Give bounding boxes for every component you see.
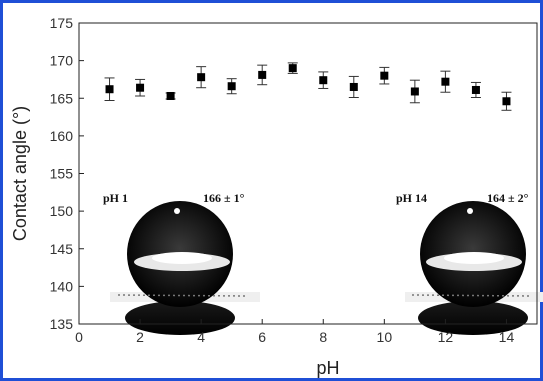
x-tick-label: 8 — [319, 329, 327, 345]
y-tick-label: 150 — [50, 203, 74, 219]
x-tick-label: 14 — [499, 329, 515, 345]
y-tick-label: 155 — [50, 166, 74, 182]
square-marker — [136, 83, 145, 92]
square-marker — [441, 77, 450, 86]
y-axis-label: Contact angle (°) — [10, 106, 30, 241]
x-tick-label: 0 — [75, 329, 83, 345]
data-points — [104, 62, 512, 111]
square-marker — [166, 91, 175, 100]
square-marker — [471, 85, 480, 94]
x-axis-label: pH — [316, 358, 339, 378]
data-point — [470, 81, 481, 98]
x-tick-label: 2 — [136, 329, 144, 345]
y-tick-label: 145 — [50, 241, 74, 257]
data-point — [348, 75, 359, 98]
annotation-left-ph: pH 1 — [103, 191, 128, 205]
x-tick-label: 12 — [438, 329, 454, 345]
y-tick-label: 135 — [50, 316, 74, 332]
y-tick-label: 175 — [50, 15, 74, 31]
data-point — [318, 71, 329, 89]
data-point — [287, 62, 298, 74]
square-marker — [227, 82, 236, 91]
data-point — [104, 77, 115, 102]
square-marker — [349, 82, 358, 91]
data-point — [501, 91, 512, 111]
square-marker — [380, 71, 389, 80]
data-point — [135, 78, 146, 97]
square-marker — [410, 87, 419, 96]
square-marker — [502, 97, 511, 106]
y-tick-label: 165 — [50, 90, 74, 106]
droplet-image-ph14 — [405, 201, 543, 335]
x-tick-label: 6 — [258, 329, 266, 345]
data-point — [165, 91, 176, 100]
data-point — [257, 64, 268, 86]
x-tick-label: 4 — [197, 329, 205, 345]
data-point — [196, 66, 207, 89]
y-tick-label: 170 — [50, 53, 74, 69]
droplet-image-ph1 — [110, 201, 260, 335]
square-marker — [288, 64, 297, 73]
y-tick-label: 160 — [50, 128, 74, 144]
square-marker — [105, 85, 114, 94]
data-point — [226, 78, 237, 95]
annotation-right-ph: pH 14 — [396, 191, 427, 205]
x-tick-label: 10 — [377, 329, 393, 345]
data-point — [409, 79, 420, 104]
square-marker — [197, 73, 206, 82]
axis-ticks: 0 2 4 6 8 10 12 14 135 140 145 150 155 160 165 170 175 — [50, 15, 515, 345]
annotation-right-angle: 164 ± 2° — [487, 191, 529, 205]
square-marker — [258, 70, 267, 79]
y-tick-label: 140 — [50, 278, 74, 294]
annotation-left-angle: 166 ± 1° — [203, 191, 245, 205]
data-point — [379, 66, 390, 85]
data-point — [440, 70, 451, 93]
square-marker — [319, 76, 328, 85]
